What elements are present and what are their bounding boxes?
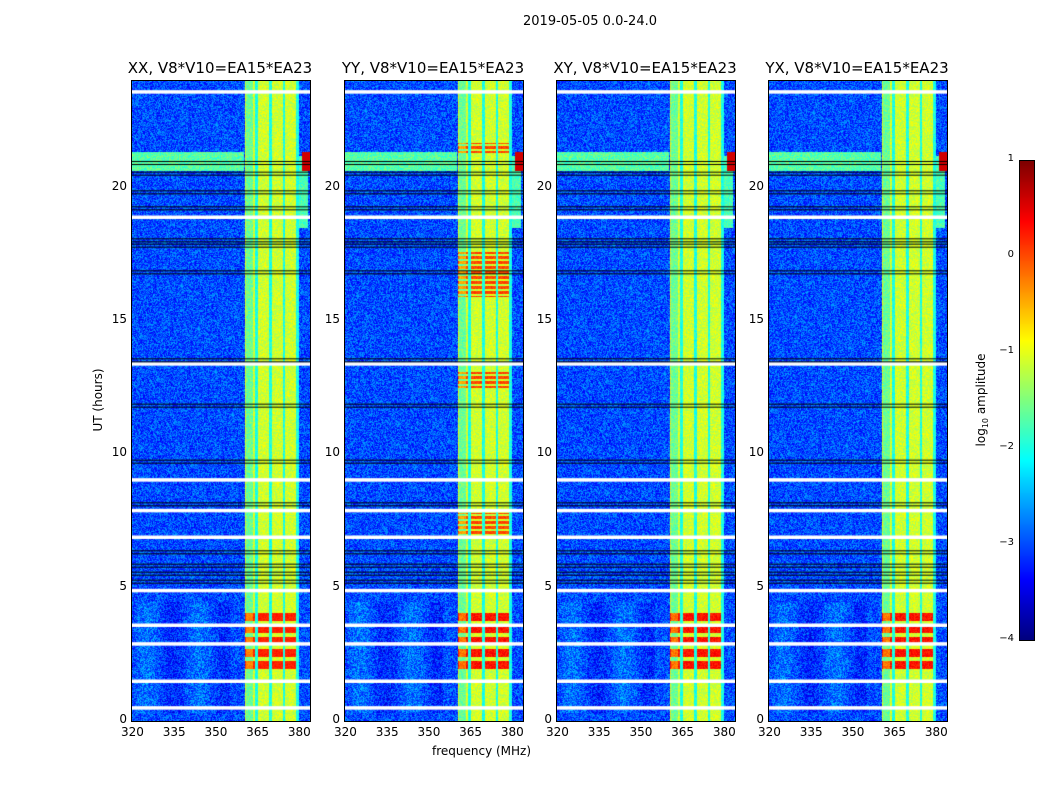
y-tick-label: 20	[536, 178, 552, 193]
x-tick-label: 320	[546, 725, 569, 739]
y-tick-label: 15	[111, 312, 127, 326]
y-tick-label: 10	[748, 445, 764, 460]
y-tick-label: 15	[748, 312, 764, 326]
colorbar-tick-label: −2	[999, 441, 1014, 452]
colorbar-tick-label: −3	[999, 537, 1014, 548]
y-tick-label: 10	[324, 445, 340, 460]
heatmap-panel	[768, 80, 948, 722]
x-tick-label: 380	[500, 725, 524, 739]
y-tick-label: 20	[324, 178, 340, 193]
y-tick-label: 10	[111, 445, 127, 460]
x-tick-label: 365	[459, 725, 483, 739]
y-tick-label: 0	[332, 712, 340, 726]
colorbar-tick-label: 0	[1007, 249, 1014, 260]
x-tick-label: 350	[417, 725, 441, 739]
x-tick-label: 335	[799, 725, 823, 739]
panel-title: XX, V8*V10=EA15*EA23	[127, 59, 313, 77]
colorbar-tick-label: −4	[999, 633, 1014, 644]
x-tick-label: 350	[629, 725, 653, 739]
colorbar-tick-label: −1	[999, 345, 1014, 356]
y-axis-label: UT (hours)	[91, 368, 105, 432]
panel-title: YX, V8*V10=EA15*EA23	[765, 59, 949, 77]
y-tick-label: 15	[324, 312, 340, 326]
colorbar-label: log10 amplitude	[974, 354, 990, 447]
panel-title: XY, V8*V10=EA15*EA23	[553, 59, 737, 77]
x-tick-label: 350	[204, 725, 228, 739]
y-tick-label: 0	[544, 712, 552, 726]
x-tick-label: 380	[924, 725, 948, 739]
y-tick-label: 5	[119, 578, 127, 593]
y-tick-label: 0	[119, 712, 127, 726]
x-tick-label: 365	[246, 725, 270, 739]
y-tick-label: 20	[748, 178, 764, 193]
y-tick-label: 5	[756, 578, 764, 593]
x-tick-label: 380	[712, 725, 736, 739]
colorbar-label-rest: amplitude	[973, 353, 988, 418]
x-tick-label: 365	[671, 725, 695, 739]
y-tick-label: 10	[536, 445, 552, 460]
y-tick-label: 20	[111, 178, 127, 193]
x-tick-label: 335	[587, 725, 611, 739]
y-tick-label: 15	[536, 312, 552, 326]
colorbar-label-main: log	[973, 428, 988, 447]
x-tick-label: 335	[375, 725, 399, 739]
y-tick-label: 5	[332, 578, 340, 593]
x-tick-label: 365	[883, 725, 907, 739]
x-axis-label: frequency (MHz)	[432, 744, 532, 758]
heatmap-panel	[344, 80, 524, 722]
figure-title: 2019-05-05 0.0-24.0	[523, 14, 657, 29]
x-tick-label: 380	[287, 725, 311, 739]
x-tick-label: 320	[334, 725, 357, 739]
heatmap-panel	[556, 80, 736, 722]
y-tick-label: 5	[544, 578, 552, 593]
x-tick-label: 320	[121, 725, 144, 739]
y-tick-label: 0	[756, 712, 764, 726]
x-tick-label: 350	[841, 725, 865, 739]
colorbar-tick-label: 1	[1007, 153, 1014, 164]
x-tick-label: 320	[758, 725, 781, 739]
colorbar	[1019, 160, 1035, 641]
colorbar-label-sub: 10	[981, 417, 991, 429]
x-tick-label: 335	[162, 725, 186, 739]
heatmap-panel	[131, 80, 311, 722]
panel-title: YY, V8*V10=EA15*EA23	[341, 59, 525, 77]
